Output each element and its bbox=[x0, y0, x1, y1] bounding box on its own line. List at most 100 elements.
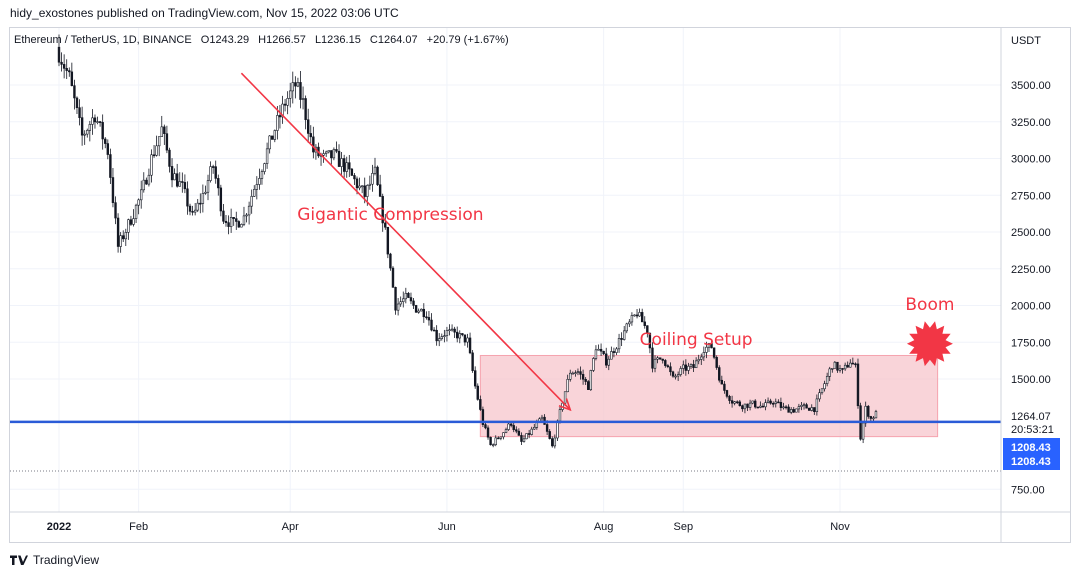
candle-body bbox=[779, 402, 783, 408]
candle-body bbox=[484, 424, 487, 429]
axes: 3500.00 3250.00 3000.00 2750.00 2500.00 2250.… bbox=[10, 28, 1070, 542]
candle-body bbox=[235, 218, 238, 222]
candlesticks bbox=[57, 34, 878, 449]
candle-body bbox=[373, 166, 377, 174]
candle-body bbox=[669, 366, 672, 373]
candle-body bbox=[759, 405, 762, 408]
candle-body bbox=[782, 406, 785, 409]
candle-body bbox=[640, 312, 644, 323]
candle-body bbox=[348, 162, 351, 170]
candle-body bbox=[391, 267, 395, 288]
candle-body bbox=[646, 325, 649, 334]
candle-body bbox=[214, 166, 217, 179]
candle-body bbox=[307, 119, 310, 134]
candle-body bbox=[491, 444, 495, 446]
candle-body bbox=[122, 235, 125, 240]
candle-body bbox=[299, 82, 302, 100]
candle-body bbox=[664, 360, 667, 366]
candle-body bbox=[838, 368, 842, 371]
candle-body bbox=[569, 372, 572, 380]
candle-body bbox=[366, 185, 369, 197]
candle-body bbox=[461, 333, 464, 336]
candle-body bbox=[589, 370, 592, 390]
candle-body bbox=[286, 98, 289, 106]
footer-brand[interactable]: TradingView bbox=[10, 551, 99, 569]
candle-body bbox=[217, 178, 220, 189]
candle-body bbox=[856, 363, 860, 407]
candle-body bbox=[330, 150, 333, 159]
candle-body bbox=[728, 396, 731, 401]
symbol-legend[interactable]: Ethereum / TetherUS, 1D, BINANCE O1243.2… bbox=[14, 34, 515, 46]
candle-body bbox=[594, 349, 598, 359]
last-price-label: 1264.07 bbox=[1011, 411, 1051, 423]
candle-body bbox=[843, 364, 847, 370]
candle-body bbox=[468, 337, 472, 354]
compression-arrow bbox=[240, 72, 571, 411]
candle-body bbox=[825, 376, 829, 384]
candle-body bbox=[335, 149, 338, 152]
candle-body bbox=[571, 372, 575, 375]
candle-body bbox=[260, 171, 264, 179]
candle-body bbox=[679, 368, 682, 375]
candle-body bbox=[57, 46, 61, 63]
candle-body bbox=[579, 371, 582, 375]
candle-body bbox=[522, 438, 526, 442]
legend-symbol[interactable]: Ethereum / TetherUS, 1D, BINANCE bbox=[14, 34, 192, 46]
candle-body bbox=[489, 436, 492, 446]
candle-body bbox=[512, 425, 515, 430]
boom-starburst-icon bbox=[906, 321, 953, 367]
candle-body bbox=[150, 154, 153, 176]
coiling-zone-layer bbox=[479, 354, 939, 438]
price-tick-label: 3500.00 bbox=[1011, 80, 1051, 92]
candle-body bbox=[88, 124, 92, 131]
date-tick-label: Apr bbox=[282, 521, 299, 533]
candle-body bbox=[201, 193, 205, 204]
candle-body bbox=[80, 117, 84, 136]
candle-body bbox=[463, 334, 467, 343]
candle-body bbox=[702, 352, 706, 358]
candle-body bbox=[363, 185, 366, 197]
support-price-badge bbox=[1003, 438, 1060, 470]
candle-body bbox=[206, 180, 210, 193]
candle-body bbox=[615, 348, 618, 353]
candle-body bbox=[689, 364, 693, 367]
candle-body bbox=[849, 362, 852, 368]
candle-body bbox=[404, 292, 408, 300]
candle-body bbox=[147, 174, 151, 185]
candle-body bbox=[841, 368, 844, 370]
candle-body bbox=[276, 115, 279, 131]
candle-body bbox=[476, 385, 479, 400]
candle-body bbox=[268, 135, 271, 150]
candle-body bbox=[386, 226, 390, 255]
candle-body bbox=[425, 316, 428, 319]
legend-open: O1243.29 bbox=[200, 34, 250, 46]
candle-body bbox=[697, 359, 700, 362]
candle-body bbox=[605, 353, 608, 366]
candle-body bbox=[127, 219, 130, 233]
price-unit-label: USDT bbox=[1011, 35, 1041, 47]
candle-body bbox=[548, 431, 551, 439]
drawing-overlay: Gigantic Compression Coiling Setup Boom bbox=[10, 72, 1001, 424]
candle-body bbox=[658, 357, 662, 360]
candle-body bbox=[258, 178, 261, 185]
candle-body bbox=[278, 115, 282, 118]
candle-body bbox=[101, 122, 104, 140]
candle-body bbox=[119, 235, 122, 247]
candle-body bbox=[545, 424, 549, 432]
candle-body bbox=[751, 400, 754, 404]
candle-body bbox=[766, 400, 770, 403]
candle-body bbox=[430, 319, 433, 331]
candle-body bbox=[304, 98, 307, 121]
candle-body bbox=[237, 221, 241, 228]
candle-body bbox=[509, 423, 513, 426]
candle-body bbox=[805, 404, 808, 409]
candle-body bbox=[718, 367, 721, 381]
candle-body bbox=[486, 427, 490, 438]
coiling-zone bbox=[479, 354, 939, 438]
candle-body bbox=[581, 374, 585, 380]
candle-body bbox=[674, 375, 677, 378]
candle-body bbox=[116, 217, 120, 247]
candle-body bbox=[705, 346, 708, 353]
candle-body bbox=[106, 143, 110, 155]
